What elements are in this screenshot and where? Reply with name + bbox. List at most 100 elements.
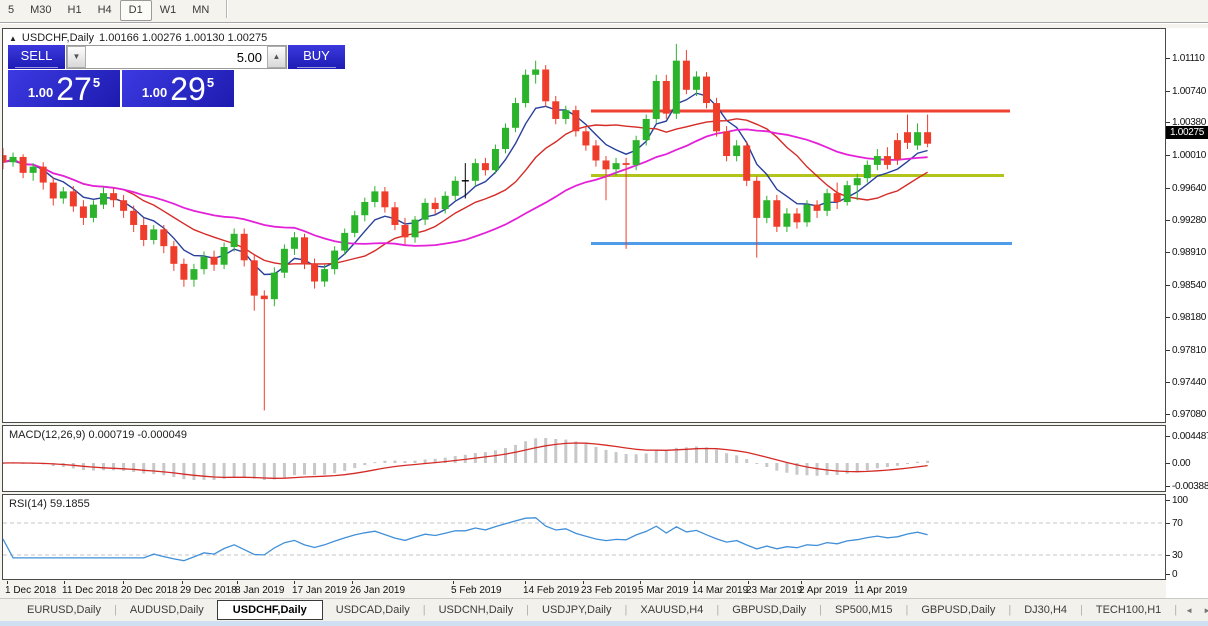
date-axis-tick: [801, 581, 802, 584]
macd-histogram-bar: [222, 463, 226, 479]
timeframe-button-MN[interactable]: MN: [192, 4, 210, 17]
candle-body: [150, 229, 158, 240]
candle-body: [532, 69, 540, 75]
date-axis-tick: [352, 581, 353, 584]
candle-body: [301, 237, 308, 264]
price-axis-tick: [1166, 219, 1170, 221]
candle-body: [321, 269, 329, 282]
chart-tab-tech100-h1[interactable]: TECH100,H1: [1095, 604, 1162, 616]
price-axis-tick: [1166, 349, 1170, 351]
candle-body: [69, 191, 77, 207]
candle-body: [813, 204, 821, 211]
timeframe-buttons: 5 M30 H1 H4 D1 W1 MN: [0, 0, 217, 22]
macd-panel[interactable]: MACD(12,26,9) 0.000719 -0.000049: [2, 425, 1166, 492]
macd-histogram-bar: [132, 463, 136, 472]
candle-body: [210, 256, 218, 265]
volume-spinner: ▼ ▲: [66, 45, 287, 69]
candle-body: [130, 210, 138, 225]
rsi-axis-tick: [1166, 555, 1170, 556]
timeframe-button-M30[interactable]: M30: [30, 4, 52, 17]
macd-histogram-bar: [926, 460, 930, 463]
timeframe-button-D1[interactable]: D1: [119, 0, 152, 22]
chart-tab-usdcad-daily[interactable]: USDCAD,Daily: [335, 604, 410, 616]
tab-scroll-controls: | ◄ ►: [1174, 604, 1208, 617]
tabs-holder: EURUSD,Daily | AUDUSD,Daily USDCHF,Daily USD…: [14, 600, 1174, 620]
macd-histogram-bar: [162, 463, 166, 476]
scroll-left-icon[interactable]: ◄: [1185, 605, 1194, 615]
volume-decrease-button[interactable]: ▼: [67, 46, 86, 68]
date-axis-tick: [525, 581, 526, 584]
macd-histogram-bar: [564, 439, 568, 463]
macd-histogram-bar: [644, 453, 648, 463]
candle-body: [9, 156, 17, 163]
date-axis-label: 17 Jan 2019: [292, 585, 348, 596]
timeframe-button-H4[interactable]: H4: [97, 4, 112, 17]
sell-quote-panel[interactable]: 1.00 27 5: [8, 70, 120, 107]
candle-body: [471, 163, 479, 181]
chart-tab-gbpusd-daily[interactable]: GBPUSD,Daily: [732, 604, 807, 616]
scroll-right-icon[interactable]: ►: [1203, 605, 1208, 615]
candle-body: [522, 74, 530, 104]
sell-button[interactable]: SELL: [8, 45, 65, 69]
macd-histogram-bar: [715, 449, 719, 463]
price-axis-tick: [1166, 316, 1170, 318]
rsi-panel[interactable]: RSI(14) 59.1855: [2, 494, 1166, 580]
date-axis-label: 23 Feb 2019: [581, 585, 638, 596]
macd-chart[interactable]: [3, 426, 1165, 491]
moving-average-slow: [3, 128, 928, 247]
candle-body: [441, 195, 449, 210]
macd-histogram-bar: [122, 463, 126, 471]
candle-body: [692, 76, 700, 90]
candle-body: [180, 263, 188, 280]
timeframe-button-5[interactable]: 5: [8, 4, 15, 17]
volume-increase-button[interactable]: ▲: [267, 46, 286, 68]
candlestick-chart[interactable]: [3, 29, 1165, 422]
buy-button[interactable]: BUY: [288, 45, 345, 69]
chart-tab-dj30-h4[interactable]: DJ30,H4: [1024, 604, 1067, 616]
macd-axis-tick: [1166, 436, 1170, 438]
chart-tab-xauusd-h4[interactable]: XAUUSD,H4: [640, 604, 704, 616]
macd-histogram-bar: [383, 460, 387, 463]
candle-body: [451, 180, 459, 196]
rsi-chart[interactable]: [3, 495, 1165, 579]
chart-tab-eurusd-daily[interactable]: EURUSD,Daily: [27, 604, 101, 616]
sell-price-prefix: 1.00: [27, 85, 54, 100]
candle-body: [391, 207, 399, 225]
candle-body: [833, 193, 841, 202]
candle-body: [200, 256, 208, 270]
macd-histogram-bar: [795, 463, 799, 475]
chart-tab-gbpusd-daily[interactable]: GBPUSD,Daily: [921, 604, 996, 616]
candle-body: [401, 224, 409, 238]
volume-input[interactable]: [86, 46, 267, 68]
date-axis-tick: [453, 581, 454, 584]
macd-histogram-bar: [725, 453, 729, 463]
date-axis-tick: [856, 581, 857, 584]
macd-histogram-bar: [433, 458, 437, 463]
collapse-triangle-icon[interactable]: ▲: [9, 33, 17, 43]
chart-tab-audusd-daily[interactable]: AUDUSD,Daily: [129, 604, 204, 616]
tab-separator: |: [716, 604, 720, 616]
chart-tab-usdcnh-daily[interactable]: USDCNH,Daily: [438, 604, 514, 616]
tab-separator: |: [526, 604, 530, 616]
macd-histogram-bar: [403, 461, 407, 463]
rsi-axis-label: 100: [1172, 495, 1188, 506]
candle-body: [120, 200, 128, 211]
candle-body: [863, 164, 871, 179]
date-axis-tick: [748, 581, 749, 584]
date-axis-label: 14 Feb 2019: [523, 585, 580, 596]
candle-body: [904, 132, 911, 143]
macd-histogram-bar: [282, 463, 286, 478]
buy-quote-panel[interactable]: 1.00 29 5: [122, 70, 234, 107]
chart-tab-sp500-m15[interactable]: SP500,M15: [835, 604, 893, 616]
macd-axis-label: 0.00: [1172, 458, 1191, 469]
price-axis-label: 0.99280: [1172, 214, 1207, 226]
chart-tab-usdjpy-daily[interactable]: USDJPY,Daily: [542, 604, 612, 616]
date-axis[interactable]: 1 Dec 2018 11 Dec 2018 20 Dec 2018 29 Dec 2…: [2, 581, 1166, 598]
chart-tab-usdchf-daily[interactable]: USDCHF,Daily: [216, 600, 323, 620]
macd-histogram-bar: [172, 463, 176, 478]
date-axis-label: 5 Feb 2019: [451, 585, 502, 596]
price-axis[interactable]: 1.00275 1.01110 1.00740 1.00380 1.00010 0.99…: [1166, 28, 1208, 598]
timeframe-button-W1[interactable]: W1: [159, 4, 177, 17]
macd-histogram-bar: [584, 443, 588, 463]
timeframe-button-H1[interactable]: H1: [67, 4, 82, 17]
